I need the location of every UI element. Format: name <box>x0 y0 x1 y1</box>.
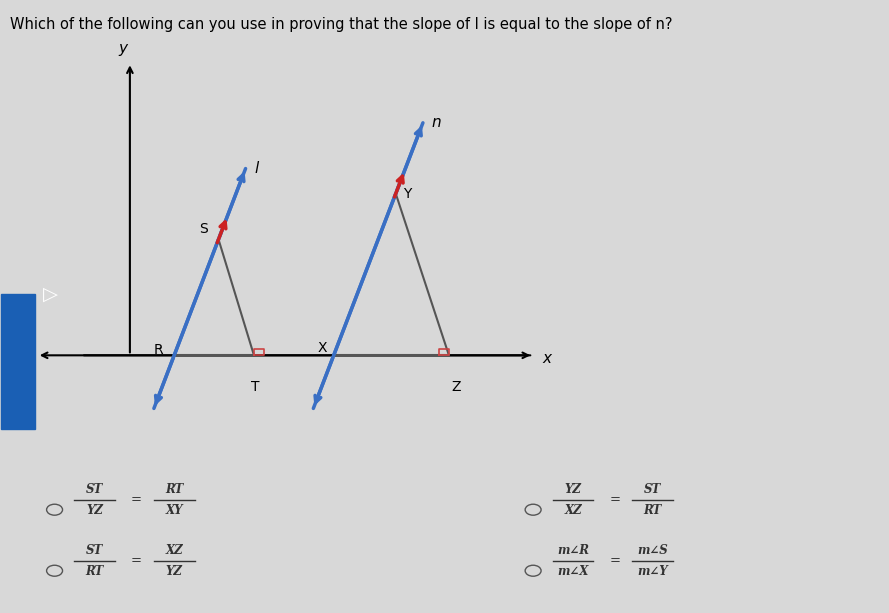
Text: m∠X: m∠X <box>557 565 589 577</box>
Text: ST: ST <box>86 483 103 497</box>
Text: =: = <box>609 555 621 568</box>
Text: XZ: XZ <box>165 544 183 557</box>
Text: XY: XY <box>165 504 183 517</box>
Text: RT: RT <box>85 565 103 577</box>
Text: RT: RT <box>165 483 183 497</box>
Text: ST: ST <box>645 483 661 497</box>
Text: ▷: ▷ <box>43 285 58 304</box>
Text: m∠Y: m∠Y <box>637 565 668 577</box>
Text: y: y <box>118 41 127 56</box>
Text: RT: RT <box>644 504 662 517</box>
Text: YZ: YZ <box>86 504 103 517</box>
Text: m∠S: m∠S <box>637 544 669 557</box>
Text: YZ: YZ <box>165 565 183 577</box>
Text: T: T <box>252 379 260 394</box>
Text: l: l <box>254 161 259 176</box>
Text: X: X <box>317 341 326 355</box>
Text: Y: Y <box>403 186 412 200</box>
Text: n: n <box>432 115 442 131</box>
Text: x: x <box>542 351 551 366</box>
Text: =: = <box>131 493 141 506</box>
Text: =: = <box>131 555 141 568</box>
Text: Z: Z <box>452 379 461 394</box>
Text: S: S <box>199 223 208 237</box>
Text: XZ: XZ <box>565 504 582 517</box>
FancyBboxPatch shape <box>2 294 35 428</box>
Text: m∠R: m∠R <box>557 544 589 557</box>
Text: R: R <box>154 343 164 357</box>
Text: Which of the following can you use in proving that the slope of l is equal to th: Which of the following can you use in pr… <box>11 17 673 32</box>
Text: ST: ST <box>86 544 103 557</box>
Text: =: = <box>609 493 621 506</box>
Text: YZ: YZ <box>565 483 581 497</box>
